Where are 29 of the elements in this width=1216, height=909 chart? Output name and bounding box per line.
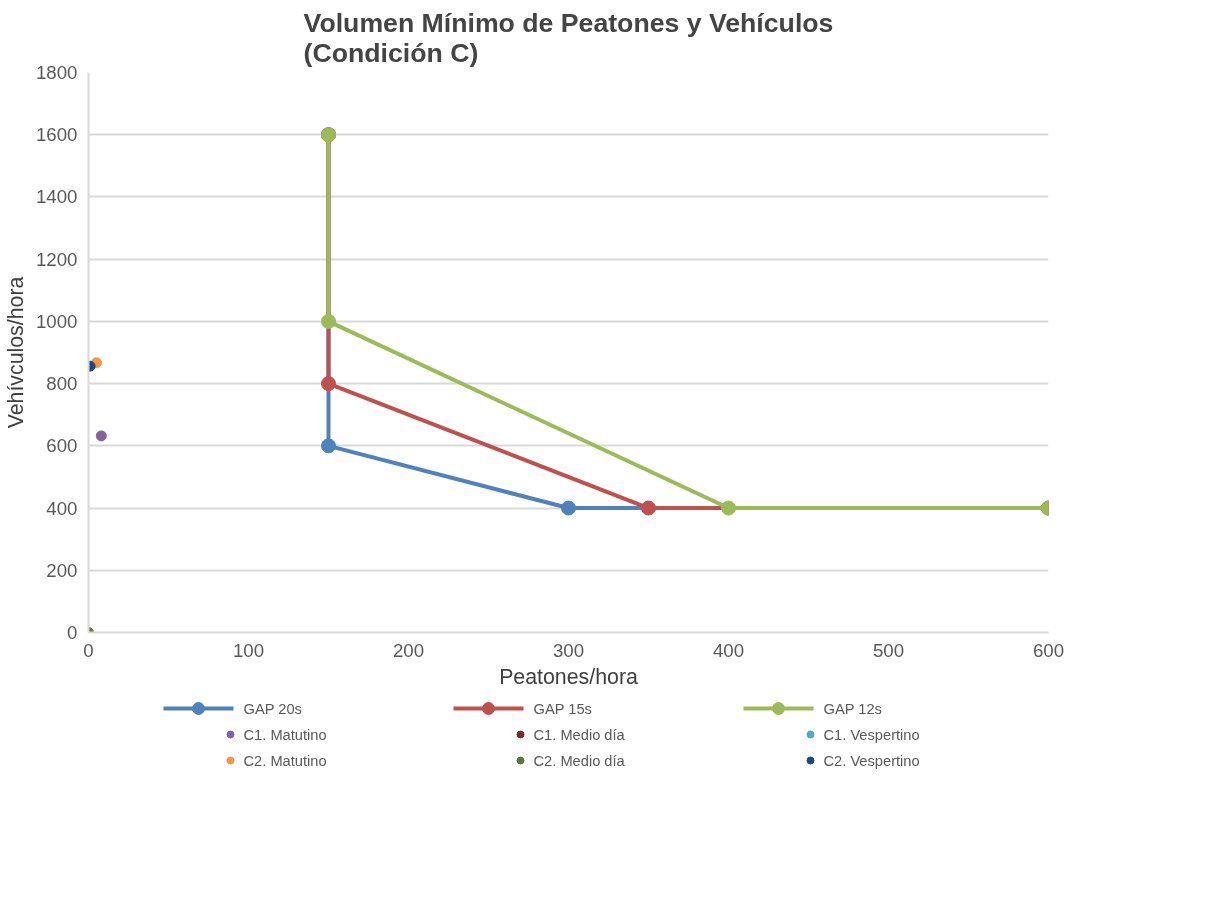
y-tick-label: 0	[67, 622, 78, 643]
x-tick-label: 600	[1032, 639, 1065, 661]
y-tick-label: 1200	[36, 248, 78, 270]
y-tick-label: 1800	[36, 62, 78, 83]
y-tick-label: 800	[46, 373, 78, 395]
x-axis-title: Peatones/hora	[499, 664, 639, 689]
y-tick-label: 200	[46, 559, 78, 581]
y-tick-label: 400	[46, 497, 78, 519]
y-tick-label: 1400	[36, 186, 78, 208]
legend-label: C1. Medio día	[533, 726, 626, 743]
y-tick-label: 1600	[36, 124, 78, 146]
legend-label: C2. Vespertino	[823, 752, 920, 769]
x-tick-label: 100	[232, 639, 265, 661]
legend-label: C2. Medio día	[533, 752, 626, 769]
legend-label: C1. Vespertino	[823, 726, 920, 743]
x-tick-label: 300	[552, 639, 585, 661]
y-axis-title: Vehívculos/hora	[4, 276, 28, 429]
chart-title: Volumen Mínimo de Peatones y Vehículos (Condición C)	[303, 7, 834, 68]
y-tick-label: 1000	[36, 310, 78, 332]
y-tick-label: 600	[46, 435, 78, 457]
x-tick-label: 500	[872, 639, 905, 661]
legend-label: C1. Matutino	[243, 726, 327, 743]
x-tick-label: 0	[83, 639, 94, 661]
legend-label: GAP 15s	[533, 700, 592, 717]
x-tick-label: 400	[712, 639, 745, 661]
legend-label: GAP 12s	[823, 700, 882, 717]
x-tick-label: 200	[392, 639, 425, 661]
legend-label: GAP 20s	[243, 700, 302, 717]
legend-label: C2. Matutino	[243, 752, 327, 769]
